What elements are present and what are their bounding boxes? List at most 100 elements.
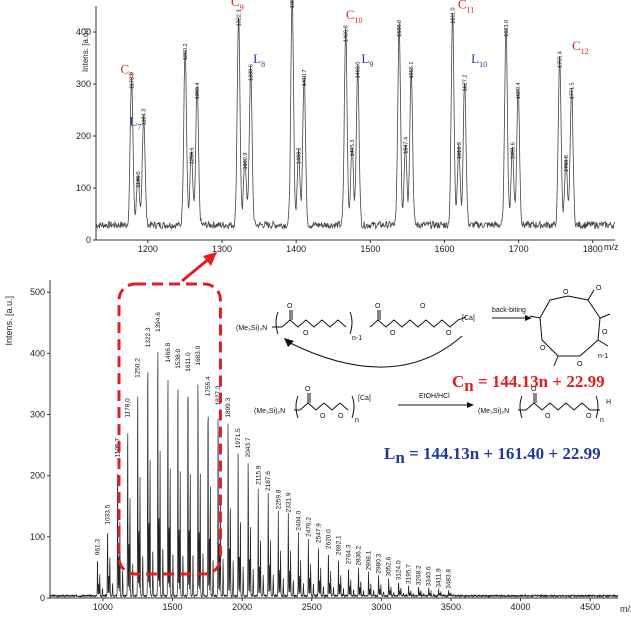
x-tick-label: 1300 [212,244,232,254]
linear-metal-label: [Ca] [358,395,371,402]
svg-text:O: O [375,303,381,310]
peak-label: 1466.8 [165,342,172,362]
peak-label: 1683.0 [195,345,202,365]
zoom-trace [95,0,616,231]
peak-label: 1627.2 [463,75,469,92]
series-label: C10 [346,7,363,25]
svg-text:O: O [390,330,396,337]
x-tick-label: 2500 [302,602,322,612]
peak-label: 1394.6 [155,312,162,332]
peak-label: 2764.3 [346,544,353,564]
svg-text:O: O [586,413,592,420]
series-label: C11 [458,0,474,15]
peak-label: 2259.8 [275,489,282,509]
back-biting-label: back-biting [492,307,526,314]
zoom-series-labels: C8 L7 C9 L8 C10 L9 C11 L10 C12 [120,0,588,132]
peak-label: 3483.8 [446,569,453,589]
svg-text:O: O [545,413,551,420]
main-ylabel: Intens. [a.u.] [4,296,14,346]
peak-label: 2404.0 [295,511,302,531]
svg-text:O: O [303,330,309,337]
main-trace [49,351,619,599]
peak-label: 1178.0 [125,398,132,418]
peak-label: 2547.9 [315,523,322,543]
peak-label: 1683.0 [504,20,510,37]
peak-label: 2620.0 [325,529,332,549]
peak-label: 1403.2 [297,147,303,164]
cyclic-product-repeat: n-1 [598,353,608,360]
cyclic-chain-structure: (Me₃Si)₂N O O n-1 O O O O [Ca] [236,303,475,368]
zoom-arrow [181,252,217,283]
zoom-peak-labels: 1178.0 1194.3 1186.5 1250.2 1266.4 1258.6 1322… [130,0,576,188]
peak-label: 1555.1 [409,62,415,79]
series-label: L10 [471,51,487,69]
peak-label: 1394.6 [290,0,296,8]
peak-label: 1827.3 [215,385,222,405]
peak-label: 2836.2 [356,545,363,565]
quench-label: EtOH/HCl [419,393,450,400]
peak-label: 1186.5 [136,171,142,187]
peak-label: 1763.8 [564,155,570,172]
main-axes [49,280,618,599]
x-tick-label: 1200 [138,244,158,254]
x-tick-label: 3500 [441,602,461,612]
svg-text:O: O [287,303,293,310]
peak-label: 2980.3 [376,553,383,573]
series-label: L9 [361,51,373,69]
peak-label: 2908.1 [366,550,373,570]
peak-label: 2115.9 [255,465,262,485]
cyclic-metal-label: [Ca] [462,315,475,322]
peak-label: 3052.6 [386,556,393,576]
peak-label: 1250.2 [183,43,189,60]
linear-product-repeat: n [600,417,604,424]
peak-label: 1538.9 [175,348,182,368]
x-tick-label: 1000 [93,602,113,612]
peak-label: 1250.2 [135,358,142,378]
y-tick-label: 300 [30,410,45,420]
zoom-spectrum: Intens. [a.u.] m/z 0 100 200 300 400 1200 130… [76,0,619,254]
peak-label: 1322.3 [145,327,152,347]
svg-text:O: O [602,329,608,336]
peak-label: 3411.9 [436,568,443,588]
cyclic-product-structure: O O O O O n-1 [529,285,611,368]
y-tick-label: 200 [30,471,45,481]
series-label: L8 [253,51,265,69]
peak-label: 3124.0 [396,560,403,580]
peak-label: 1755.4 [558,51,564,68]
linear-product-initiator: (Me₃Si)₂N [478,408,509,415]
linear-initiator-label: (Me₃Si)₂N [254,408,285,415]
peak-label: 1538.9 [397,20,403,37]
x-tick-label: 2000 [232,602,252,612]
y-tick-label: 400 [30,348,45,358]
svg-text:O: O [305,386,311,393]
svg-text:O: O [446,330,452,337]
peak-label: 2476.2 [305,517,312,537]
x-tick-label: 1800 [583,244,603,254]
cyclic-initiator-label: (Me₃Si)₂N [236,325,267,332]
peak-label: 1771.5 [570,82,576,99]
peak-label: 1483.0 [356,62,362,79]
peak-label: 1547.4 [403,137,409,154]
peak-label: 1410.7 [302,69,308,86]
cyclic-repeat-label: n-1 [352,335,362,342]
svg-text:O: O [577,361,583,368]
main-peak-labels: 961.31033.51105.71178.01250.21322.31394.… [95,312,453,589]
linear-chain-structure: (Me₃Si)₂N O O O n [Ca] [254,386,371,424]
peak-label: 1178.0 [130,72,136,88]
zoom-yticks: 0 100 200 300 400 [76,27,96,245]
main-xlabel: m/z [620,604,631,614]
y-tick-label: 300 [76,79,91,89]
formula-cyclic: Cn = 144.13n + 22.99 [452,372,605,395]
peak-label: 1971.5 [235,428,242,448]
y-tick-label: 100 [76,183,91,193]
peak-label: 1466.8 [344,25,350,42]
peak-label: 3340.6 [426,566,433,586]
linear-repeat-label: n [355,417,359,424]
y-tick-label: 100 [30,532,45,542]
peak-label: 1899.3 [225,397,232,417]
peak-label: 2043.7 [245,437,252,457]
svg-text:O: O [563,289,569,296]
y-tick-label: 200 [76,131,91,141]
peak-label: 1338.6 [249,64,255,81]
